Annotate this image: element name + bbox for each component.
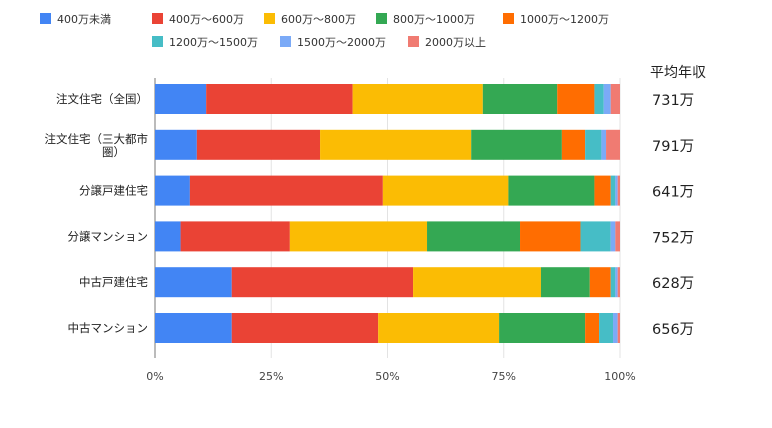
- bar-segment: [580, 221, 611, 252]
- average-income-title: 平均年収: [650, 65, 706, 81]
- legend-label: 400万未満: [57, 13, 111, 26]
- x-tick-label: 50%: [375, 370, 399, 383]
- average-income-value: 628万: [652, 276, 694, 292]
- bar-segment: [352, 84, 483, 114]
- bar-segment: [189, 175, 383, 206]
- bar-segment: [615, 221, 620, 252]
- bar-segment: [603, 84, 611, 114]
- bar-segment: [606, 129, 620, 160]
- x-tick-label: 25%: [259, 370, 283, 383]
- category-label: 分譲マンション: [68, 229, 149, 243]
- bar-segment: [599, 313, 614, 343]
- bar-segment: [617, 313, 620, 343]
- bar-segment: [508, 175, 595, 206]
- legend-label: 1200万～1500万: [169, 36, 258, 49]
- bar-segment: [320, 129, 472, 160]
- bar-segment: [180, 221, 290, 252]
- legend: 400万未満 400万～600万 600万～800万 800万～1000万 1000万～…: [40, 13, 609, 49]
- average-income-value: 791万: [652, 139, 694, 155]
- bar-segment: [610, 267, 616, 298]
- bar-segment: [382, 175, 509, 206]
- bar-segment: [561, 129, 586, 160]
- average-income-value: 656万: [652, 322, 694, 338]
- bar-segment: [613, 313, 618, 343]
- average-income-values: 731万 791万 641万 752万 628万 656万: [652, 93, 694, 338]
- legend-swatch: [408, 36, 419, 47]
- bar-segment: [155, 129, 197, 160]
- bar-segment: [289, 221, 428, 252]
- bar-segment: [155, 267, 232, 298]
- bar-segment: [585, 313, 600, 343]
- bar-segment: [610, 84, 620, 114]
- category-label: 分譲戸建住宅: [79, 184, 148, 198]
- bar-segment: [499, 313, 586, 343]
- bar-segment: [231, 313, 379, 343]
- bar-segment: [471, 129, 562, 160]
- average-income-value: 731万: [652, 93, 694, 109]
- bars: [155, 84, 620, 343]
- legend-swatch: [152, 13, 163, 24]
- x-tick-labels: 0% 25% 50% 75% 100%: [146, 370, 635, 383]
- bar-segment: [557, 84, 595, 114]
- bar-segment: [155, 221, 181, 252]
- legend-swatch: [264, 13, 275, 24]
- bar-segment: [615, 267, 618, 298]
- bar-segment: [520, 221, 581, 252]
- bar-segment: [540, 267, 590, 298]
- bar-segment: [594, 175, 611, 206]
- legend-swatch: [503, 13, 514, 24]
- bar-segment: [601, 129, 607, 160]
- grid-lines: [270, 78, 621, 358]
- category-label: 注文住宅（全国）: [56, 92, 148, 106]
- legend-swatch: [376, 13, 387, 24]
- average-income-value: 641万: [652, 185, 694, 201]
- legend-swatch: [152, 36, 163, 47]
- bar-segment: [615, 175, 618, 206]
- bar-segment: [585, 129, 602, 160]
- category-label: 注文住宅（三大都市圏）: [45, 132, 149, 159]
- bar-segment: [610, 221, 616, 252]
- bar-segment: [378, 313, 500, 343]
- bar-segment: [196, 129, 321, 160]
- bar-segment: [413, 267, 541, 298]
- category-label: 中古戸建住宅: [79, 275, 148, 289]
- x-tick-label: 100%: [604, 370, 635, 383]
- legend-label: 400万～600万: [169, 13, 244, 26]
- legend-label: 2000万以上: [425, 36, 486, 49]
- category-labels: 注文住宅（全国） 注文住宅（三大都市圏） 分譲戸建住宅分譲マンション中古戸建住宅中古…: [45, 92, 149, 335]
- bar-segment: [231, 267, 414, 298]
- bar-segment: [427, 221, 521, 252]
- bar-segment: [617, 175, 620, 206]
- legend-label: 600万～800万: [281, 13, 356, 26]
- bar-segment: [594, 84, 604, 114]
- legend-label: 1500万～2000万: [297, 36, 386, 49]
- bar-segment: [589, 267, 611, 298]
- bar-segment: [610, 175, 616, 206]
- average-income-value: 752万: [652, 230, 694, 246]
- bar-segment: [482, 84, 558, 114]
- legend-swatch: [40, 13, 51, 24]
- bar-segment: [155, 84, 207, 114]
- x-tick-label: 75%: [492, 370, 516, 383]
- category-label: 中古マンション: [68, 321, 149, 335]
- legend-swatch: [280, 36, 291, 47]
- bar-segment: [155, 313, 232, 343]
- bar-segment: [206, 84, 353, 114]
- bar-segment: [155, 175, 190, 206]
- legend-label: 800万～1000万: [393, 13, 475, 26]
- bar-segment: [617, 267, 620, 298]
- legend-label: 1000万～1200万: [520, 13, 609, 26]
- x-tick-label: 0%: [146, 370, 163, 383]
